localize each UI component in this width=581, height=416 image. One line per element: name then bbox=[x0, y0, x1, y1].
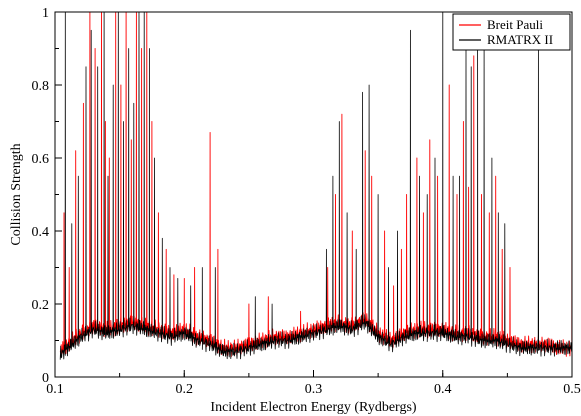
y-tick-label: 0 bbox=[42, 371, 49, 386]
legend-label-rmatrx-ii: RMATRX II bbox=[487, 32, 553, 47]
x-tick-label: 0.5 bbox=[563, 382, 581, 397]
y-tick-label: 0.2 bbox=[32, 298, 50, 313]
x-axis-label: Incident Electron Energy (Rydbergs) bbox=[210, 400, 416, 415]
legend: Breit Pauli RMATRX II bbox=[452, 13, 571, 51]
x-tick-label: 0.2 bbox=[176, 382, 194, 397]
series-layer bbox=[59, 12, 572, 360]
series-line-breit-pauli bbox=[59, 12, 572, 357]
y-axis-label: Collision Strength bbox=[9, 143, 24, 245]
y-tick-label: 0.6 bbox=[32, 152, 50, 167]
y-axis-ticks: 0 0.2 0.4 0.6 0.8 1 bbox=[32, 6, 62, 386]
series-line-rmatrx-ii bbox=[59, 12, 572, 360]
x-tick-label: 0.4 bbox=[434, 382, 452, 397]
x-tick-label: 0.1 bbox=[46, 382, 64, 397]
y-tick-label: 0.8 bbox=[32, 79, 50, 94]
x-tick-label: 0.3 bbox=[305, 382, 323, 397]
y-tick-label: 1 bbox=[42, 6, 49, 21]
y-tick-label: 0.4 bbox=[32, 225, 50, 240]
legend-box bbox=[452, 13, 571, 51]
legend-label-breit-pauli: Breit Pauli bbox=[487, 17, 543, 32]
x-axis-ticks: 0.1 0.2 0.3 0.4 0.5 bbox=[46, 370, 581, 397]
